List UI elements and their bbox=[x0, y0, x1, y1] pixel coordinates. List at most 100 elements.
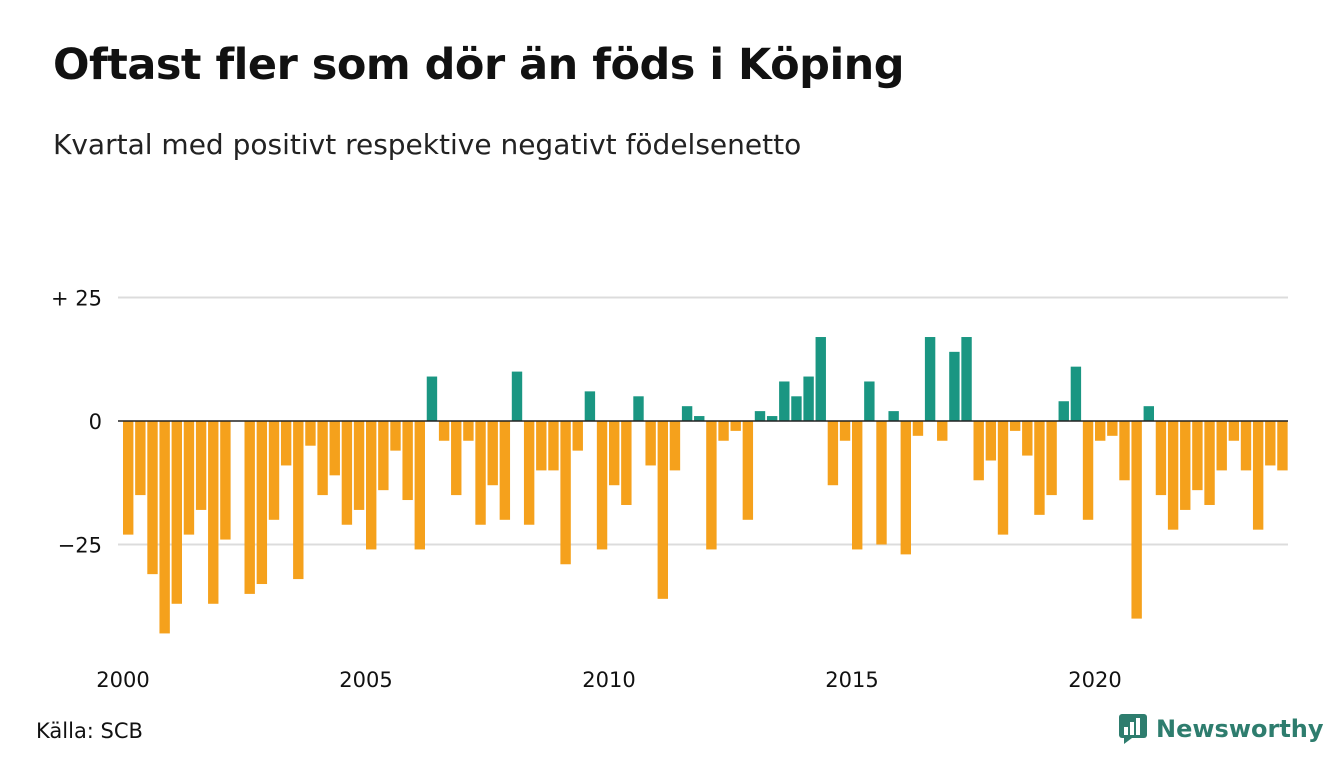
bar-2014K4 bbox=[839, 421, 851, 441]
bar-2012K4 bbox=[742, 421, 754, 520]
bar-2020K2 bbox=[1107, 421, 1118, 436]
bar-2022K4 bbox=[1228, 421, 1240, 441]
bar-2021K1 bbox=[1143, 406, 1154, 421]
bar-2000K1 bbox=[123, 421, 134, 535]
bar-2003K1 bbox=[268, 421, 280, 520]
bar-2017K4 bbox=[985, 421, 997, 461]
bar-2012K3 bbox=[730, 421, 741, 431]
bar-2012K2 bbox=[718, 421, 729, 441]
bar-2001K4 bbox=[208, 421, 219, 604]
bar-2013K2 bbox=[766, 416, 778, 421]
bar-2003K3 bbox=[293, 421, 304, 580]
bar-2019K4 bbox=[1082, 421, 1094, 520]
x-tick-label: 2000 bbox=[96, 668, 149, 692]
y-tick-label: −25 bbox=[58, 534, 102, 558]
bar-2013K3 bbox=[779, 381, 790, 421]
bar-2000K3 bbox=[147, 421, 158, 575]
bar-2015K1 bbox=[852, 421, 863, 550]
bar-2006K1 bbox=[414, 421, 425, 550]
bar-2017K3 bbox=[973, 421, 984, 481]
bar-2020K1 bbox=[1095, 421, 1106, 441]
bar-2008K3 bbox=[536, 421, 547, 471]
bar-2011K4 bbox=[694, 416, 705, 421]
bar-2023K3 bbox=[1265, 421, 1276, 466]
bar-2001K1 bbox=[171, 421, 182, 604]
bar-2021K3 bbox=[1167, 421, 1179, 530]
bar-2006K3 bbox=[438, 421, 450, 441]
bar-2022K3 bbox=[1216, 421, 1227, 471]
bar-2011K1 bbox=[657, 421, 668, 599]
x-tick-labels: 2000 2005 2010 2015 2020 bbox=[96, 668, 1121, 692]
bar-2023K2 bbox=[1252, 421, 1264, 530]
bar-2010K3 bbox=[633, 396, 644, 421]
bar-2011K2 bbox=[669, 421, 681, 471]
bar-2012K1 bbox=[706, 421, 717, 550]
bar-2018K3 bbox=[1022, 421, 1033, 456]
y-tick-label: + 25 bbox=[51, 287, 102, 311]
bar-2023K4 bbox=[1277, 421, 1288, 471]
x-tick-label: 2015 bbox=[825, 668, 878, 692]
bar-2003K2 bbox=[280, 421, 292, 466]
bar-2015K3 bbox=[876, 421, 887, 545]
y-tick-labels: + 25 0 −25 bbox=[51, 287, 102, 558]
bar-2020K4 bbox=[1131, 421, 1142, 619]
bar-2004K4 bbox=[353, 421, 365, 510]
bar-2009K3 bbox=[584, 391, 596, 421]
bar-2016K4 bbox=[937, 421, 948, 441]
bar-2016K3 bbox=[924, 337, 936, 421]
bar-2008K2 bbox=[523, 421, 535, 525]
bar-2007K2 bbox=[475, 421, 486, 525]
bar-2006K4 bbox=[451, 421, 462, 496]
bar-2017K2 bbox=[961, 337, 972, 421]
bar-2000K2 bbox=[135, 421, 146, 496]
bar-2016K1 bbox=[900, 421, 911, 555]
bar-2005K4 bbox=[402, 421, 413, 501]
bar-2001K3 bbox=[195, 421, 207, 510]
bar-2010K2 bbox=[621, 421, 632, 505]
bar-2002K1 bbox=[220, 421, 231, 540]
bar-2005K2 bbox=[378, 421, 389, 491]
brand-name: Newsworthy bbox=[1156, 715, 1324, 743]
bar-2016K2 bbox=[912, 421, 924, 436]
bar-2022K2 bbox=[1204, 421, 1215, 505]
bar-2014K1 bbox=[803, 376, 814, 421]
y-tick-label: 0 bbox=[89, 410, 102, 434]
bar-2009K4 bbox=[596, 421, 608, 550]
bar-2008K4 bbox=[548, 421, 559, 471]
bar-2000K4 bbox=[159, 421, 170, 634]
bar-2009K2 bbox=[572, 421, 583, 451]
bars bbox=[123, 337, 1288, 634]
bar-2002K3 bbox=[244, 421, 255, 594]
bar-2018K2 bbox=[1009, 421, 1021, 431]
bar-2015K2 bbox=[864, 381, 875, 421]
bar-2019K1 bbox=[1046, 421, 1057, 496]
bar-2002K4 bbox=[256, 421, 268, 585]
grid-lines bbox=[118, 296, 1288, 546]
brand-logo[interactable]: Newsworthy bbox=[1118, 713, 1324, 745]
bar-2007K4 bbox=[499, 421, 511, 520]
bar-2007K1 bbox=[463, 421, 474, 441]
chart-subtitle: Kvartal med positivt respektive negativt… bbox=[53, 128, 802, 161]
bar-2010K1 bbox=[609, 421, 620, 486]
source-note: Källa: SCB bbox=[36, 719, 143, 743]
bar-2009K1 bbox=[560, 421, 571, 565]
x-tick-label: 2010 bbox=[582, 668, 635, 692]
bar-2010K4 bbox=[645, 421, 656, 466]
bar-2019K2 bbox=[1058, 401, 1069, 421]
chart-title: Oftast fler som dör än föds i Köping bbox=[53, 40, 905, 90]
x-tick-label: 2005 bbox=[339, 668, 392, 692]
bar-2011K3 bbox=[681, 406, 693, 421]
bar-2013K4 bbox=[791, 396, 802, 421]
bar-2004K2 bbox=[329, 421, 340, 476]
bar-2008K1 bbox=[511, 371, 523, 421]
bar-2021K2 bbox=[1155, 421, 1167, 496]
bar-2003K4 bbox=[305, 421, 316, 446]
bar-2019K3 bbox=[1070, 366, 1082, 421]
bar-2004K3 bbox=[341, 421, 353, 525]
bar-2005K1 bbox=[366, 421, 377, 550]
bar-2005K3 bbox=[390, 421, 401, 451]
bar-2004K1 bbox=[317, 421, 328, 496]
bar-2021K4 bbox=[1180, 421, 1191, 510]
bar-2018K1 bbox=[997, 421, 1009, 535]
